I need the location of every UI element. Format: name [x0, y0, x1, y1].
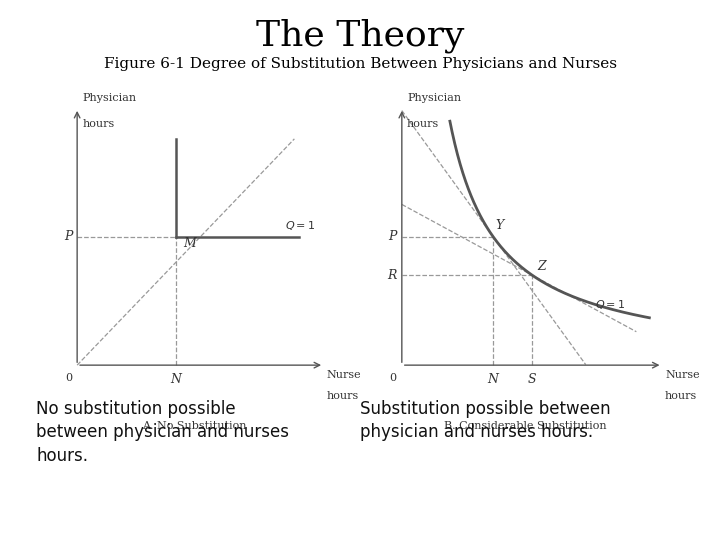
- Text: Nurse: Nurse: [665, 370, 700, 380]
- Text: P: P: [64, 230, 72, 243]
- Text: N: N: [487, 373, 498, 386]
- Text: 0: 0: [390, 373, 397, 383]
- Text: No substitution possible
between physician and nurses
hours.: No substitution possible between physici…: [36, 400, 289, 465]
- Text: Z: Z: [537, 260, 546, 273]
- Text: Nurse: Nurse: [326, 370, 361, 380]
- Text: Physician: Physician: [407, 93, 462, 103]
- Text: $Q = 1$: $Q = 1$: [284, 219, 315, 232]
- Text: hours: hours: [326, 391, 359, 401]
- Text: N: N: [171, 373, 181, 386]
- Text: hours: hours: [407, 119, 439, 129]
- Text: Y: Y: [495, 219, 504, 232]
- Text: Figure 6-1 Degree of Substitution Between Physicians and Nurses: Figure 6-1 Degree of Substitution Betwee…: [104, 57, 616, 71]
- Text: P: P: [388, 230, 397, 243]
- Text: $Q = 1$: $Q = 1$: [595, 298, 625, 311]
- Text: Substitution possible between
physician and nurses hours.: Substitution possible between physician …: [360, 400, 611, 441]
- Text: hours: hours: [82, 119, 114, 129]
- Text: A. No Substitution: A. No Substitution: [142, 421, 247, 431]
- Text: S: S: [528, 373, 536, 386]
- Text: M: M: [184, 237, 196, 250]
- Text: 0: 0: [65, 373, 72, 383]
- Text: R: R: [387, 268, 397, 282]
- Text: B. Considerable Substitution: B. Considerable Substitution: [444, 421, 607, 431]
- Text: hours: hours: [665, 391, 697, 401]
- Text: Physician: Physician: [82, 93, 136, 103]
- Text: The Theory: The Theory: [256, 19, 464, 53]
